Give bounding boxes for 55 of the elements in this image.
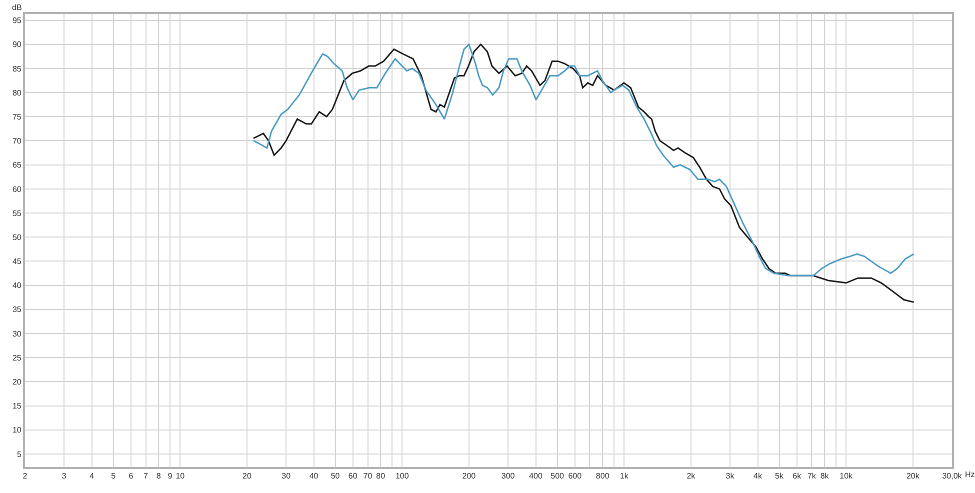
y-tick-label: 10 xyxy=(12,426,22,435)
x-tick-label: 400 xyxy=(529,472,543,481)
x-tick-label: 6 xyxy=(128,472,134,481)
y-tick-label: 50 xyxy=(12,232,22,242)
x-tick-label: 600 xyxy=(568,472,582,481)
x-tick-label: 100 xyxy=(395,472,410,481)
x-tick-label: 500 xyxy=(550,472,565,481)
x-tick-label: 10k xyxy=(840,472,854,481)
y-tick-label: 95 xyxy=(12,16,22,26)
x-tick-label: 8 xyxy=(156,472,162,481)
x-tick-label: 30 xyxy=(282,472,292,481)
x-tick-label: 5 xyxy=(111,472,116,481)
y-tick-label: 60 xyxy=(12,184,22,194)
y-tick-label: 65 xyxy=(12,160,22,170)
y-tick-label: 25 xyxy=(12,353,22,362)
x-tick-label: 80 xyxy=(376,472,386,481)
y-tick-label: 75 xyxy=(12,112,22,122)
x-tick-label: 5k xyxy=(775,472,784,481)
x-tick-label: 30,0k xyxy=(942,472,963,481)
y-tick-label: 80 xyxy=(12,88,22,98)
x-tick-label: 70 xyxy=(363,472,373,481)
y-tick-label: 5 xyxy=(16,450,22,459)
x-tick-label: 1k xyxy=(620,472,630,481)
x-tick-label: 8k xyxy=(820,472,830,481)
y-tick-label: 70 xyxy=(12,136,22,146)
x-tick-label: 6k xyxy=(792,472,802,481)
x-tick-label: 3k xyxy=(726,472,736,481)
y-tick-label: 55 xyxy=(12,208,22,218)
x-tick-label: 2 xyxy=(22,472,28,481)
y-tick-label: 35 xyxy=(12,305,22,314)
x-axis-title: Hz xyxy=(965,470,975,479)
y-tick-label: 40 xyxy=(12,281,22,290)
x-tick-label: 60 xyxy=(348,472,358,481)
y-tick-label: 30 xyxy=(12,329,22,338)
x-tick-label: 10 xyxy=(176,472,186,481)
x-tick-label: 9 xyxy=(168,472,173,481)
x-tick-label: 4 xyxy=(90,472,95,481)
y-tick-label: 90 xyxy=(12,40,22,50)
y-tick-label: 15 xyxy=(12,402,22,411)
x-tick-label: 40 xyxy=(309,472,319,481)
y-tick-label: 85 xyxy=(12,64,22,74)
x-tick-label: 7k xyxy=(807,472,817,481)
y-tick-label: 20 xyxy=(12,378,22,386)
x-tick-label: 300 xyxy=(501,472,516,481)
x-tick-label: 20 xyxy=(242,472,252,481)
x-tick-label: 2k xyxy=(686,472,696,481)
x-tick-label: 7 xyxy=(144,472,149,481)
x-tick-label: 3 xyxy=(62,472,67,481)
x-tick-label: 20k xyxy=(906,472,920,481)
x-tick-label: 200 xyxy=(462,472,476,481)
x-tick-label: 800 xyxy=(596,472,610,481)
x-tick-label: 50 xyxy=(330,472,340,481)
y-axis-title: dB xyxy=(12,3,22,12)
x-tick-label: 4k xyxy=(754,472,763,481)
y-tick-label: 45 xyxy=(12,257,22,266)
